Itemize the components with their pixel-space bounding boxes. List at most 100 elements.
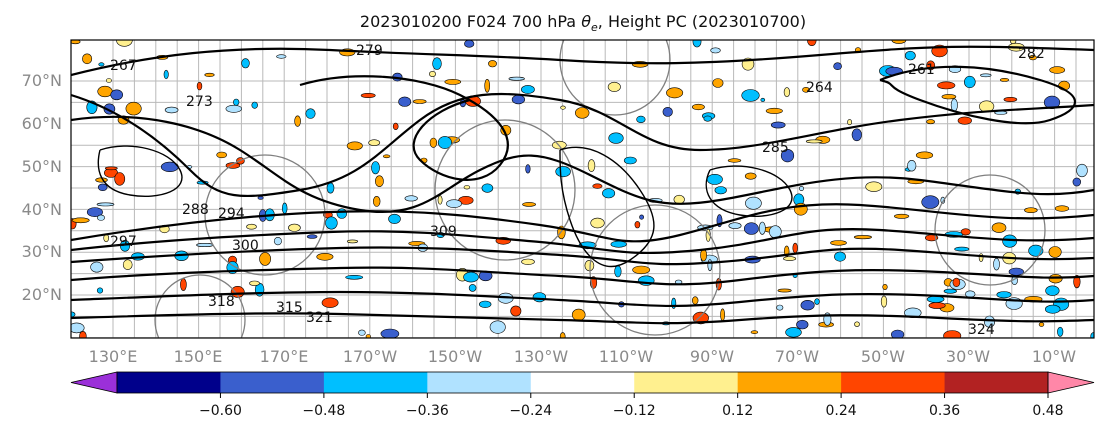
shaded-cell xyxy=(712,78,724,88)
shaded-cell xyxy=(954,246,970,252)
shaded-cell xyxy=(798,186,804,191)
shaded-cell xyxy=(326,182,335,194)
shaded-cell xyxy=(98,62,105,67)
shaded-cell xyxy=(928,302,946,309)
shaded-cell xyxy=(714,186,727,195)
shaded-cell xyxy=(978,253,984,262)
contour-label: 288 xyxy=(182,202,209,218)
shaded-cell xyxy=(592,183,603,189)
shaded-cell xyxy=(960,228,971,236)
shaded-cell xyxy=(727,158,742,163)
shaded-cell xyxy=(241,58,250,69)
lon-label-150e: 150°E xyxy=(174,347,223,366)
contour-label: 321 xyxy=(306,310,333,326)
lon-label-10w: 10°W xyxy=(1032,347,1076,366)
contour-line xyxy=(299,75,509,181)
pc-contour xyxy=(204,154,326,276)
shaded-cell xyxy=(336,208,347,219)
shaded-cell xyxy=(374,175,384,187)
shaded-cell xyxy=(706,173,723,185)
shaded-cell xyxy=(1045,285,1060,296)
shaded-cell xyxy=(325,216,338,230)
shaded-cell xyxy=(511,94,526,105)
lat-label-60: 60°N xyxy=(22,114,62,133)
shaded-cell xyxy=(983,315,995,328)
shaded-cell xyxy=(196,243,214,248)
shaded-cell xyxy=(106,78,112,83)
shaded-cell xyxy=(164,106,179,114)
shaded-cell xyxy=(508,76,525,81)
shaded-cell xyxy=(464,40,475,48)
theta-e-contours xyxy=(71,45,1094,325)
pc-contour xyxy=(589,204,721,336)
shaded-cell xyxy=(521,258,535,265)
shaded-cell xyxy=(1076,163,1088,178)
shaded-cell xyxy=(666,87,684,99)
shaded-cell xyxy=(907,160,917,172)
shaded-cell xyxy=(346,239,359,244)
colorbar-extend-low xyxy=(70,371,118,394)
shaded-cell xyxy=(963,75,976,89)
lon-label-50w: 50°W xyxy=(861,347,905,366)
shaded-cell xyxy=(800,300,815,311)
pc-contour xyxy=(934,174,1046,286)
shaded-cell xyxy=(662,107,673,117)
shaded-cell xyxy=(555,166,571,178)
shaded-cell xyxy=(805,139,823,144)
shaded-cell xyxy=(388,213,401,224)
shaded-cell xyxy=(306,234,318,239)
shaded-cell xyxy=(1072,177,1082,187)
contour-label: 297 xyxy=(110,234,137,250)
contour-label: 285 xyxy=(762,140,789,156)
lon-label-130e: 130°E xyxy=(89,347,138,366)
colorbar-label: −0.60 xyxy=(199,403,242,419)
contour-line xyxy=(71,266,1094,286)
shaded-cell xyxy=(741,89,760,102)
shaded-cell xyxy=(71,40,81,45)
colorbar-bin xyxy=(737,372,842,393)
shaded-cell xyxy=(373,195,381,207)
colorbar-bin xyxy=(944,372,1049,393)
shaded-cell xyxy=(770,121,786,129)
shaded-cell xyxy=(710,47,721,54)
colorbar: −0.60 −0.48 −0.36 −0.24 −0.12 0.12 0.24 0.36 0.4… xyxy=(70,371,1095,419)
shaded-cell xyxy=(382,154,391,159)
colorbar-label: −0.12 xyxy=(613,403,656,419)
shaded-cell xyxy=(71,217,90,224)
shaded-cell xyxy=(639,214,644,220)
shaded-cell xyxy=(991,222,1007,233)
colorbar-label: 0.48 xyxy=(1032,403,1063,419)
contour-line xyxy=(71,290,1094,308)
shaded-cell xyxy=(96,202,115,207)
shaded-cell xyxy=(634,221,641,229)
shaded-cell xyxy=(623,156,637,165)
shaded-cell xyxy=(392,122,399,130)
colorbar-bin xyxy=(117,372,221,393)
shaded-cell xyxy=(608,132,624,144)
shaded-cell xyxy=(574,107,590,119)
colorbar-bin xyxy=(427,372,532,393)
shaded-cell xyxy=(1003,97,1018,103)
shaded-cell xyxy=(429,137,438,148)
shaded-cell xyxy=(97,214,105,221)
colorbar-bin xyxy=(841,372,945,393)
contour-line xyxy=(879,65,1076,125)
shaded-cell xyxy=(891,329,905,338)
map-panel: 279 273 282 285 288 294 297 300 309 318 … xyxy=(70,39,1095,339)
map-frame xyxy=(70,39,1095,339)
shaded-cell xyxy=(428,71,436,78)
shaded-cell xyxy=(744,222,759,235)
contour-label: 279 xyxy=(356,43,383,59)
shaded-cell xyxy=(288,223,301,232)
shaded-cell xyxy=(114,172,126,186)
shaded-cell xyxy=(783,256,797,261)
shaded-cell xyxy=(999,78,1010,82)
shaded-cell xyxy=(305,108,316,119)
shaded-cell xyxy=(943,330,962,338)
shaded-cell xyxy=(97,85,113,98)
shaded-cell xyxy=(745,196,762,210)
shaded-cell xyxy=(765,107,783,114)
shaded-cell xyxy=(780,149,795,163)
shaded-cell xyxy=(251,101,258,109)
